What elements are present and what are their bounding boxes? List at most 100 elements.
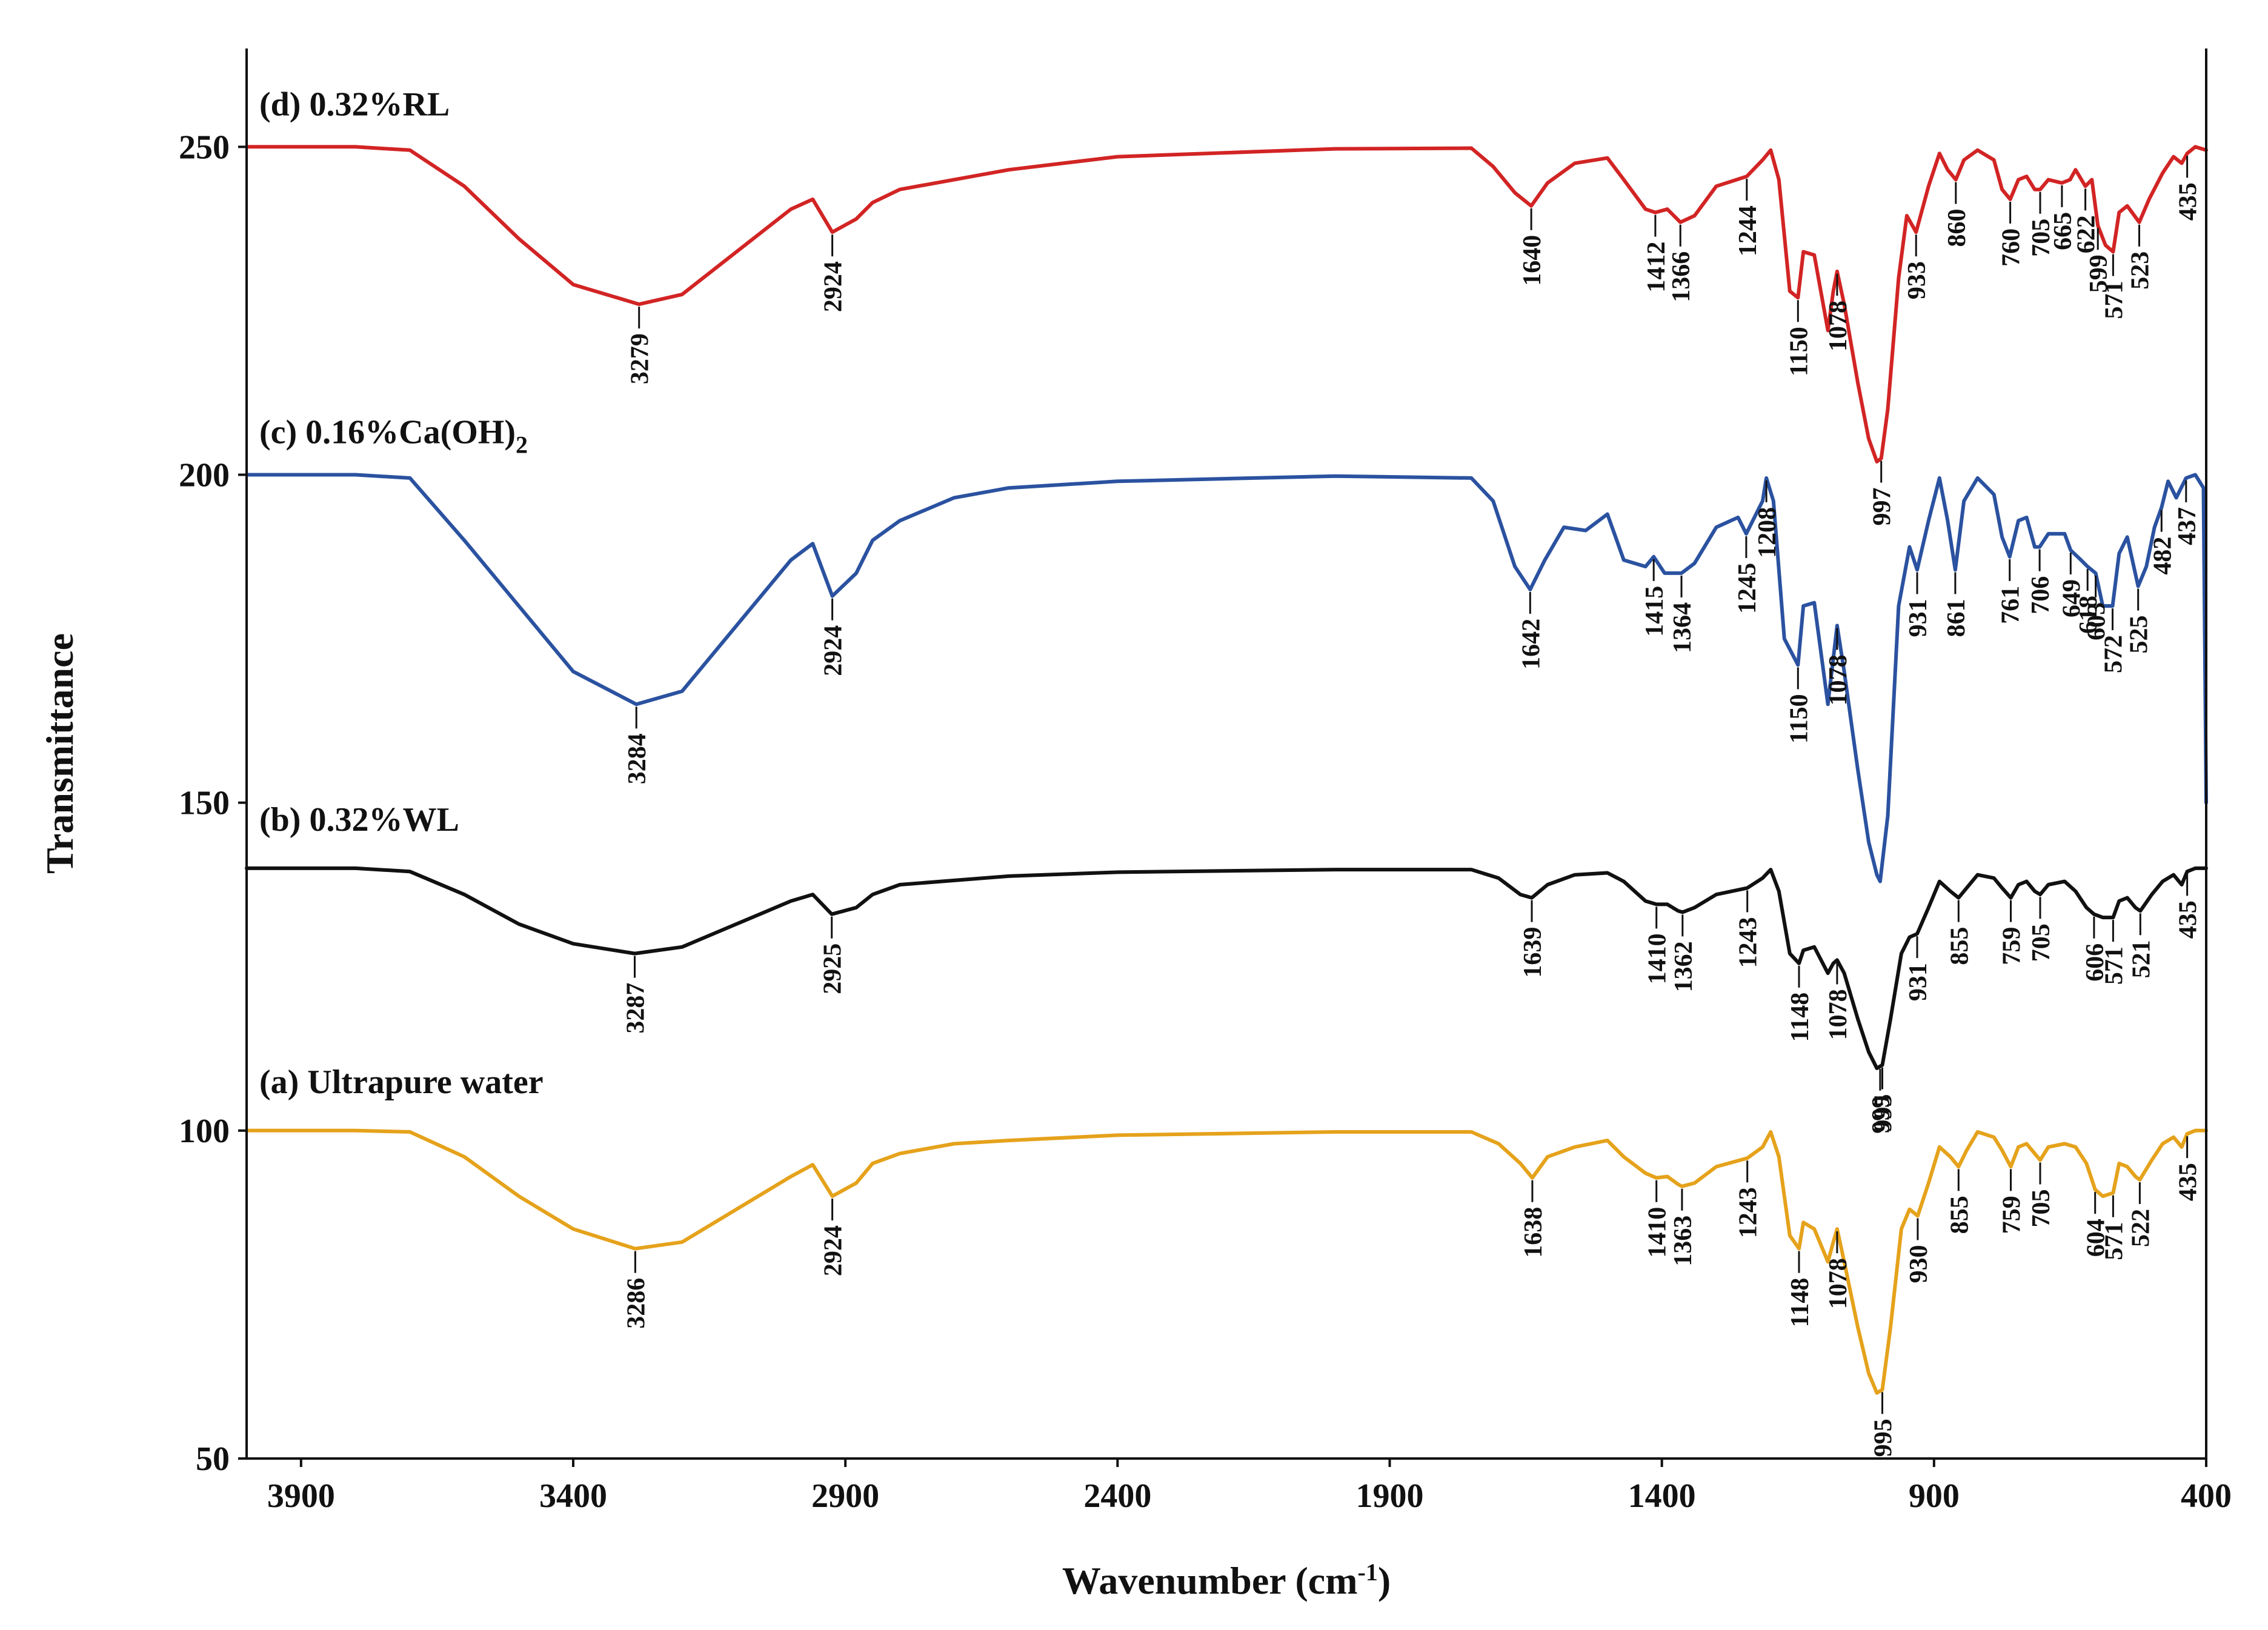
peak-label-1-7: 1078 — [1824, 989, 1852, 1040]
peak-label-1-1: 2925 — [819, 943, 847, 994]
peak-label-1-15: 571 — [2100, 946, 2128, 985]
y-tick-label-0: 50 — [196, 1440, 230, 1478]
peak-label-3-4: 1366 — [1668, 251, 1695, 302]
peak-label-0-4: 1363 — [1669, 1216, 1697, 1266]
peak-label-0-1: 2924 — [820, 1225, 848, 1276]
peak-label-3-18: 435 — [2175, 182, 2203, 221]
peak-label-2-12: 706 — [2027, 576, 2055, 614]
peak-label-1-4: 1362 — [1670, 941, 1698, 992]
x-tick-label-2: 2900 — [811, 1477, 879, 1515]
x-tick-label-0: 3900 — [267, 1477, 335, 1515]
x-tick-label-6: 900 — [1909, 1477, 1960, 1515]
peak-label-0-16: 435 — [2175, 1163, 2203, 1201]
peak-label-3-17: 523 — [2127, 251, 2155, 290]
peak-label-2-9: 931 — [1904, 599, 1932, 637]
peak-label-1-0: 3287 — [622, 983, 650, 1034]
series-curves — [245, 145, 2208, 1395]
peak-label-3-10: 860 — [1943, 209, 1971, 247]
series-label-1: (b) 0.32%WL — [259, 801, 459, 839]
peak-label-0-6: 1148 — [1786, 1278, 1814, 1328]
peak-label-0-3: 1410 — [1644, 1207, 1672, 1258]
peak-label-3-0: 3279 — [627, 333, 654, 384]
peak-label-2-7: 1150 — [1785, 694, 1813, 743]
peak-label-0-8: 995 — [1870, 1419, 1898, 1457]
peak-label-0-12: 705 — [2027, 1189, 2055, 1228]
x-tick-label-3: 2400 — [1083, 1477, 1151, 1515]
peak-label-1-3: 1410 — [1644, 933, 1672, 984]
peak-label-3-2: 1640 — [1518, 235, 1546, 286]
peak-label-3-6: 1150 — [1785, 327, 1813, 376]
series-label-2: (c) 0.16%Ca(OH)2 — [259, 414, 528, 459]
y-axis-title: Transmittance — [38, 633, 81, 874]
peak-label-3-5: 1244 — [1734, 205, 1762, 256]
axes: 50 100 150 200 250 3900 3400 2900 2400 1900 1400 90… — [38, 48, 2232, 1602]
peak-label-3-13: 665 — [2049, 212, 2077, 250]
peak-label-2-3: 1415 — [1641, 586, 1669, 637]
peak-label-2-10: 861 — [1943, 599, 1970, 637]
peak-label-3-15: 599 — [2085, 254, 2113, 293]
peak-label-2-18: 482 — [2149, 537, 2177, 575]
peak-label-0-5: 1243 — [1735, 1187, 1763, 1238]
peak-label-2-11: 761 — [1997, 586, 2025, 624]
peak-label-1-6: 1148 — [1786, 993, 1814, 1042]
peak-label-2-16: 572 — [2100, 635, 2128, 673]
peak-label-1-5: 1243 — [1735, 917, 1763, 968]
peak-label-1-9: 999 — [1867, 1096, 1895, 1134]
peak-label-0-9: 930 — [1905, 1245, 1933, 1283]
peak-label-2-2: 1642 — [1517, 619, 1545, 670]
x-tick-label-7: 400 — [2181, 1477, 2232, 1515]
peak-label-0-11: 759 — [1998, 1196, 2026, 1234]
peak-label-1-2: 1639 — [1519, 927, 1547, 978]
peak-label-2-19: 437 — [2173, 507, 2201, 545]
x-tick-label-4: 1900 — [1356, 1477, 1424, 1515]
series-label-0: (a) Ultrapure water — [259, 1063, 544, 1101]
series-labels: (a) Ultrapure water (b) 0.32%WL (c) 0.16%C… — [259, 85, 544, 1100]
peak-label-2-0: 3284 — [624, 733, 651, 784]
series-label-3: (d) 0.32%RL — [259, 85, 450, 123]
series-line-2 — [245, 473, 2208, 883]
peak-label-2-17: 525 — [2126, 616, 2153, 654]
peak-label-3-8: 997 — [1869, 488, 1897, 526]
x-axis-title: Wavenumber (cm-1) — [1062, 1558, 1391, 1602]
x-tick-label-1: 3400 — [539, 1477, 607, 1515]
peak-label-0-15: 522 — [2127, 1209, 2155, 1247]
peak-label-1-13: 705 — [2027, 923, 2055, 962]
peak-label-0-13: 604 — [2083, 1219, 2110, 1257]
peak-label-1-16: 521 — [2127, 940, 2155, 978]
y-tick-label-1: 100 — [179, 1113, 230, 1150]
peak-label-2-5: 1245 — [1734, 563, 1761, 614]
x-tick-label-5: 1400 — [1628, 1477, 1696, 1515]
peak-label-3-7: 1078 — [1824, 301, 1852, 351]
peak-label-2-8: 1078 — [1824, 654, 1852, 705]
peak-label-2-6: 1208 — [1754, 507, 1781, 558]
peak-label-2-4: 1364 — [1669, 602, 1697, 653]
series-line-1 — [245, 866, 2208, 1070]
peak-label-0-7: 1078 — [1824, 1258, 1852, 1309]
series-line-3 — [245, 145, 2208, 464]
peak-label-2-1: 2924 — [820, 625, 848, 676]
peak-label-0-0: 3286 — [622, 1278, 650, 1329]
peak-label-3-9: 933 — [1903, 261, 1931, 299]
y-tick-label-3: 200 — [179, 457, 230, 494]
peak-label-1-8: 995 — [1870, 1094, 1898, 1133]
axis-frame — [245, 48, 2207, 1460]
peak-label-0-2: 1638 — [1520, 1207, 1548, 1258]
peak-label-1-10: 931 — [1904, 963, 1932, 1001]
y-tick-label-2: 150 — [179, 785, 230, 822]
peak-label-3-11: 760 — [1998, 228, 2026, 267]
peak-label-3-1: 2924 — [820, 261, 848, 312]
peak-label-1-12: 759 — [1998, 927, 2026, 965]
peak-label-1-17: 435 — [2175, 900, 2203, 939]
peak-label-3-3: 1412 — [1643, 242, 1671, 293]
peak-label-1-14: 606 — [2081, 943, 2109, 982]
series-line-0 — [245, 1128, 2208, 1395]
peak-label-3-14: 622 — [2073, 215, 2101, 253]
peak-label-1-11: 855 — [1946, 927, 1974, 965]
peak-label-0-10: 855 — [1946, 1196, 1974, 1234]
peak-label-2-14: 618 — [2075, 596, 2103, 634]
peak-label-3-16: 571 — [2100, 281, 2128, 319]
peak-label-2-15: 603 — [2083, 602, 2111, 640]
peak-label-3-12: 705 — [2027, 219, 2055, 257]
